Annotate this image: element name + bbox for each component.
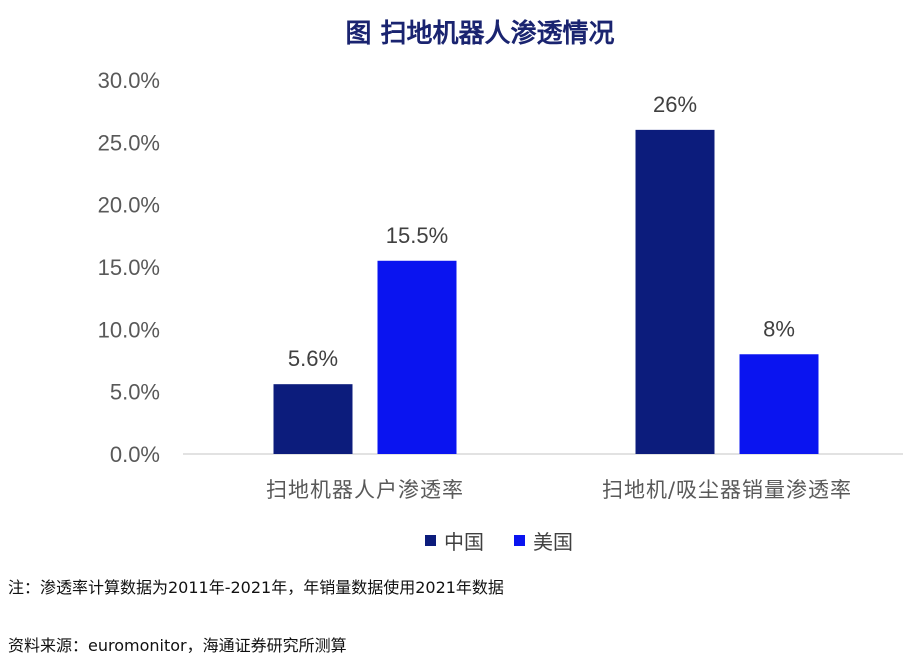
x-axis-categories: 扫地机器人户渗透率 扫地机/吸尘器销量渗透率: [266, 478, 852, 502]
y-tick-label: 5.0%: [110, 380, 160, 405]
bar: [635, 129, 715, 454]
bar: [739, 354, 819, 454]
bar: [273, 384, 353, 454]
legend: 中国 美国: [425, 530, 573, 554]
bar: [377, 260, 457, 454]
x-category-label: 扫地机/吸尘器销量渗透率: [602, 478, 852, 502]
chart-title: 图 扫地机器人渗透情况: [345, 18, 614, 49]
data-label: 5.6%: [288, 346, 338, 371]
data-label: 26%: [653, 92, 697, 117]
legend-label: 中国: [444, 530, 484, 554]
y-tick-label: 30.0%: [98, 68, 160, 93]
legend-swatch: [425, 535, 436, 546]
chart-note: 注：渗透率计算数据为2011年-2021年，年销量数据使用2021年数据: [8, 578, 504, 597]
data-labels: 5.6% 15.5% 26% 8%: [288, 92, 795, 371]
legend-label: 美国: [533, 530, 573, 554]
y-tick-label: 0.0%: [110, 442, 160, 467]
y-axis-ticks: 0.0% 5.0% 10.0% 15.0% 20.0% 25.0% 30.0%: [98, 68, 160, 467]
x-category-label: 扫地机器人户渗透率: [266, 478, 464, 502]
y-tick-label: 15.0%: [98, 255, 160, 280]
data-source: 资料来源：euromonitor，海通证券研究所测算: [8, 636, 347, 655]
data-label: 8%: [763, 316, 795, 341]
data-label: 15.5%: [386, 223, 448, 248]
bar-group: [273, 129, 819, 454]
legend-swatch: [514, 535, 525, 546]
y-tick-label: 10.0%: [98, 317, 160, 342]
y-tick-label: 20.0%: [98, 193, 160, 218]
y-tick-label: 25.0%: [98, 130, 160, 155]
